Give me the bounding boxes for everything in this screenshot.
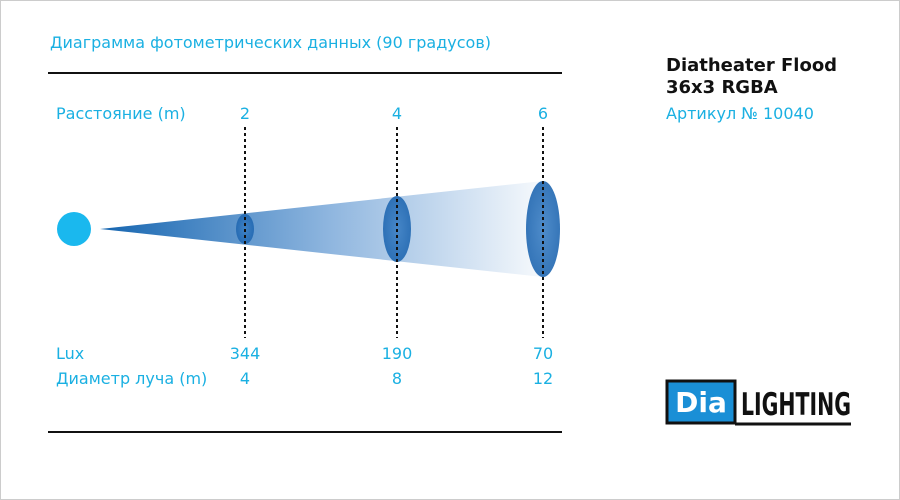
beam [100,181,543,277]
logo: Dia LIGHTING [665,379,851,426]
distance: 4 [392,104,402,123]
product-name: 36x3 RGBA [666,77,778,98]
lux: 344 [230,344,261,363]
lux: 190 [382,344,413,363]
distance: 2 [240,104,250,123]
title: Диаграмма фотометрических данных (90 гра… [50,33,491,52]
row-label: Расстояние (m) [56,104,186,123]
row-label: Диаметр луча (m) [56,369,207,388]
row-label: Lux [56,344,84,363]
distance: 6 [538,104,548,123]
product-name: Diatheater Flood [666,55,837,76]
diameter: 12 [533,369,553,388]
logo-text: Dia [675,386,727,419]
light-source [57,212,91,246]
lux: 70 [533,344,553,363]
article: Артикул № 10040 [666,104,814,123]
diameter: 8 [392,369,402,388]
logo-text: LIGHTING [741,387,851,423]
diameter: 4 [240,369,250,388]
